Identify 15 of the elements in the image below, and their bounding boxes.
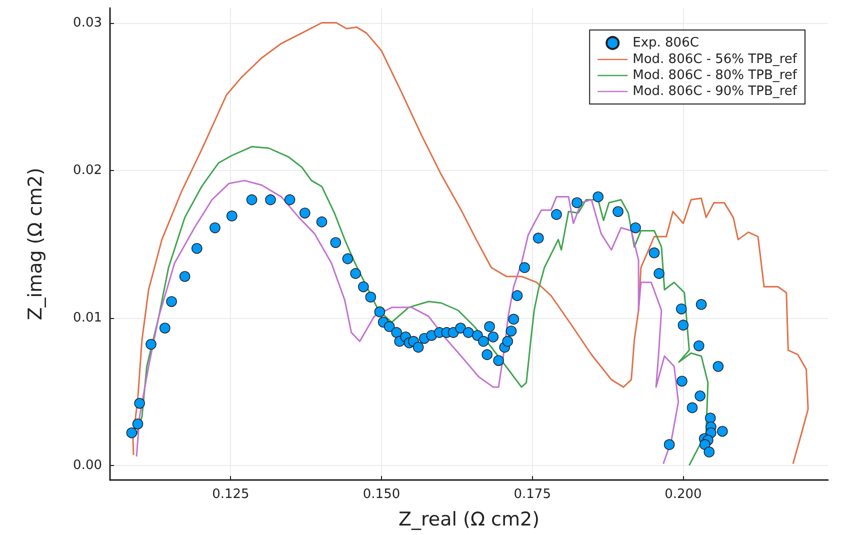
legend-label: Exp. 806C: [632, 36, 699, 50]
y-tick-label: 0.02: [73, 162, 102, 178]
y-axis-title: Z_imag (Ω cm2): [24, 168, 46, 320]
legend-label: Mod. 806C - 90% TPB_ref: [632, 84, 798, 99]
legend-label: Mod. 806C - 56% TPB_ref: [632, 52, 798, 67]
legend-label: Mod. 806C - 80% TPB_ref: [632, 68, 798, 83]
x-axis-title: Z_real (Ω cm2): [398, 508, 540, 530]
line-series: [136, 180, 680, 465]
x-tick-label: 0.200: [664, 487, 702, 502]
x-tick-label: 0.150: [362, 487, 400, 502]
x-tick-label: 0.125: [212, 487, 250, 502]
y-tick-label: 0.00: [73, 458, 102, 473]
x-tick-label: 0.175: [514, 487, 551, 502]
y-tick-label: 0.01: [73, 310, 102, 326]
y-tick-label: 0.03: [73, 15, 102, 30]
